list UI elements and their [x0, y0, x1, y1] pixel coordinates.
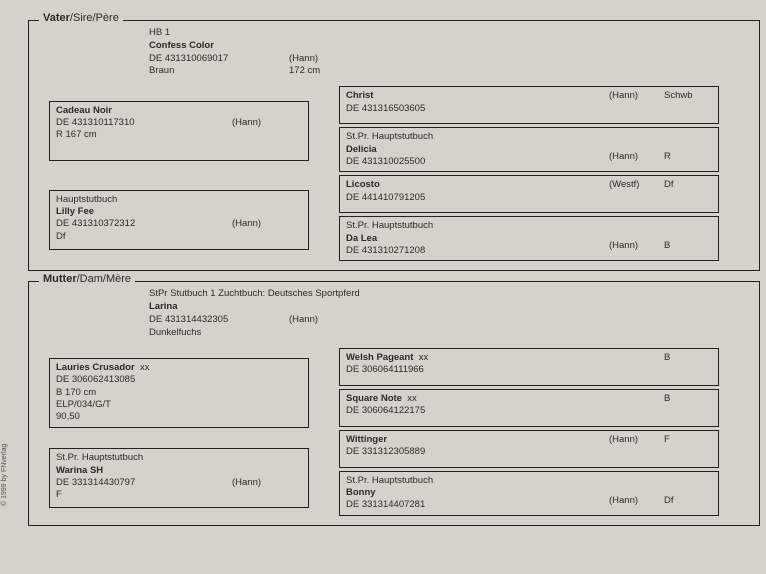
ggp-id: DE 306064111966	[346, 364, 609, 376]
ggp-name: Licosto	[346, 179, 609, 191]
gp-id: DE 431310372312	[56, 218, 232, 230]
ggp-color: R	[664, 131, 712, 168]
sire-label-rest: /Sire/Père	[70, 12, 119, 24]
ggp-title: St.Pr. Hauptstutbuch	[346, 131, 609, 143]
dam-ggp-10: Wittinger DE 331312305889 (Hann) F	[339, 430, 719, 468]
ggp-name: Welsh Pageant	[346, 352, 413, 363]
ggp-color: F	[664, 434, 712, 464]
ggp-name: Christ	[346, 90, 609, 102]
ggp-id: DE 306064122175	[346, 405, 609, 417]
ggp-name: Bonny	[346, 487, 609, 499]
gp-extra: B 170 cm	[56, 387, 302, 399]
dam-ggp-01: Square Note xx DE 306064122175 B	[339, 389, 719, 427]
ggp-id: DE 431310025500	[346, 156, 609, 168]
sire-header: Vater/Sire/Père	[39, 12, 123, 24]
dam-row: Lauries Crusador xx DE 306062413085 B 17…	[29, 348, 759, 519]
dam-ggp-11: St.Pr. Hauptstutbuch Bonny DE 3313144072…	[339, 471, 719, 516]
gp-breed: (Hann)	[232, 218, 302, 230]
sire-breed: (Hann)	[289, 53, 318, 66]
gp-extra: R 167 cm	[56, 129, 302, 141]
sire-gp-col: Cadeau Noir DE 431310117310(Hann) R 167 …	[49, 86, 309, 264]
sire-ggp-col: Christ DE 431316503605 (Hann) Schwb St.P…	[339, 86, 719, 264]
sire-ggp-00: Christ DE 431316503605 (Hann) Schwb	[339, 86, 719, 124]
gp-id: DE 306062413085	[56, 374, 232, 386]
dam-ggp-00: Welsh Pageant xx DE 306064111966 B	[339, 348, 719, 386]
dam-gp-1: St.Pr. Hauptstutbuch Warina SH DE 331314…	[49, 448, 309, 508]
gp-extra2: ELP/034/G/T	[56, 399, 302, 411]
sire-ggp-11: St.Pr. Hauptstutbuch Da Lea DE 431310271…	[339, 216, 719, 261]
ggp-breed: (Hann)	[609, 90, 664, 120]
sire-ggp-10: Licosto DE 441410791205 (Westf) Df	[339, 175, 719, 213]
dam-label-main: Mutter	[43, 273, 77, 285]
gp-name: Cadeau Noir	[56, 105, 302, 117]
ggp-color: Df	[664, 179, 712, 209]
copyright-label: © 1999 by FNverlag	[1, 443, 8, 505]
ggp-breed: (Hann)	[609, 434, 664, 464]
ggp-color: B	[664, 393, 712, 423]
gp-id: DE 331314430797	[56, 477, 232, 489]
ggp-id: DE 431316503605	[346, 103, 609, 115]
ggp-id: DE 441410791205	[346, 192, 609, 204]
dam-section: Mutter/Dam/Mère StPr Stutbuch 1 Zuchtbuc…	[28, 281, 760, 525]
ggp-breed: (Hann)	[609, 131, 664, 168]
ggp-color: B	[664, 352, 712, 382]
dam-breed: (Hann)	[289, 314, 318, 327]
sire-height: 172 cm	[289, 65, 320, 78]
ggp-name-suffix: xx	[407, 393, 417, 404]
ggp-breed: (Hann)	[609, 220, 664, 257]
gp-extra: F	[56, 489, 302, 501]
ggp-name: Square Note	[346, 393, 402, 404]
ggp-name: Delicia	[346, 144, 609, 156]
ggp-color: Schwb	[664, 90, 712, 120]
ggp-name: Wittinger	[346, 434, 609, 446]
sire-section: Vater/Sire/Père HB 1 Confess Color DE 43…	[28, 20, 760, 271]
ggp-id: DE 431310271208	[346, 245, 609, 257]
sire-book: HB 1	[149, 27, 509, 40]
gp-breed	[232, 374, 302, 386]
gp-name-suffix: xx	[140, 362, 150, 373]
dam-color: Dunkelfuchs	[149, 327, 509, 340]
dam-name: Larina	[149, 301, 509, 314]
gp-name: Lilly Fee	[56, 206, 302, 218]
gp-name: Warina SH	[56, 465, 302, 477]
ggp-name: Da Lea	[346, 233, 609, 245]
dam-book: StPr Stutbuch 1 Zuchtbuch: Deutsches Spo…	[149, 288, 509, 301]
gp-breed: (Hann)	[232, 117, 302, 129]
dam-label-rest: /Dam/Mère	[77, 273, 131, 285]
sire-color: Braun	[149, 65, 289, 78]
gp-extra3: 90,50	[56, 411, 302, 423]
ggp-title: St.Pr. Hauptstutbuch	[346, 475, 609, 487]
ggp-breed: (Westf)	[609, 179, 664, 209]
dam-gp-0: Lauries Crusador xx DE 306062413085 B 17…	[49, 358, 309, 428]
dam-parent-box: StPr Stutbuch 1 Zuchtbuch: Deutsches Spo…	[149, 288, 509, 339]
sire-id: DE 431310069017	[149, 53, 289, 66]
gp-title: Hauptstutbuch	[56, 194, 302, 206]
gp-id: DE 431310117310	[56, 117, 232, 129]
ggp-id: DE 331314407281	[346, 499, 609, 511]
ggp-breed: (Hann)	[609, 475, 664, 512]
ggp-color: B	[664, 220, 712, 257]
ggp-title: St.Pr. Hauptstutbuch	[346, 220, 609, 232]
dam-id: DE 431314432305	[149, 314, 289, 327]
ggp-color: Df	[664, 475, 712, 512]
gp-extra: Df	[56, 231, 302, 243]
ggp-name-suffix: xx	[419, 352, 429, 363]
sire-gp-1: Hauptstutbuch Lilly Fee DE 431310372312(…	[49, 190, 309, 250]
sire-name: Confess Color	[149, 40, 509, 53]
dam-header: Mutter/Dam/Mère	[39, 273, 135, 285]
dam-gp-col: Lauries Crusador xx DE 306062413085 B 17…	[49, 348, 309, 519]
sire-ggp-01: St.Pr. Hauptstutbuch Delicia DE 43131002…	[339, 127, 719, 172]
sire-row: Cadeau Noir DE 431310117310(Hann) R 167 …	[29, 86, 759, 264]
sire-parent-box: HB 1 Confess Color DE 431310069017 (Hann…	[149, 27, 509, 78]
ggp-breed	[609, 352, 664, 382]
gp-breed: (Hann)	[232, 477, 302, 489]
gp-title: St.Pr. Hauptstutbuch	[56, 452, 302, 464]
ggp-breed	[609, 393, 664, 423]
sire-label-main: Vater	[43, 12, 70, 24]
ggp-id: DE 331312305889	[346, 446, 609, 458]
dam-ggp-col: Welsh Pageant xx DE 306064111966 B Squar…	[339, 348, 719, 519]
gp-name: Lauries Crusador	[56, 362, 135, 373]
sire-gp-0: Cadeau Noir DE 431310117310(Hann) R 167 …	[49, 101, 309, 161]
